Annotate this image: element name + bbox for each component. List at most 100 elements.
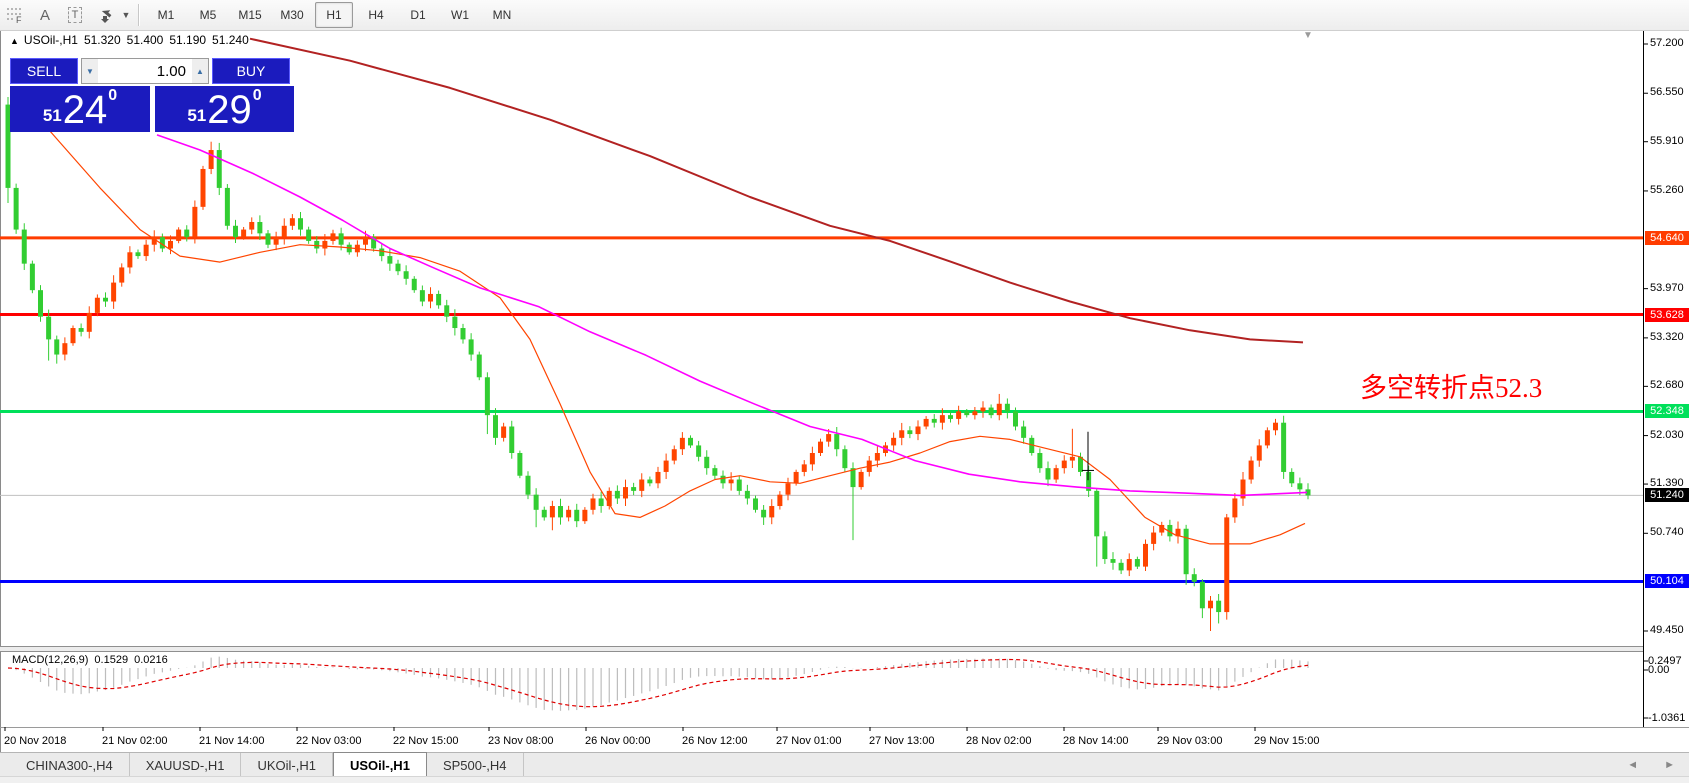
ohlc-high: 51.400 [126,33,164,47]
time-axis-label: 28 Nov 02:00 [966,735,1032,747]
time-axis-label: 28 Nov 14:00 [1063,735,1129,747]
toolbar-separator [138,4,139,26]
buy-price-big-digits: 29 [207,88,252,132]
status-bar [0,776,1689,783]
chart-tab-bar: CHINA300-,H4 XAUUSD-,H1 UKOil-,H1 USOil-,H1… [0,752,1689,777]
price-axis-tick: 53.320 [1650,330,1684,343]
cursor-modes-icon [101,10,112,23]
sell-price-button[interactable]: 51 24 0 [10,86,150,132]
macd-signal-value: 0.0216 [134,654,168,666]
time-axis-label: 27 Nov 01:00 [776,735,842,747]
time-axis-label: 29 Nov 15:00 [1254,735,1320,747]
tab-scroll-controls: ◄ ► [1627,753,1689,777]
chart-tab-xauusd-h1[interactable]: XAUUSD-,H1 [130,753,242,777]
price-axis-tick: 55.260 [1650,183,1684,196]
macd-axis-tick: 0.00 [1648,664,1670,676]
price-axis-tag: 53.628 [1645,307,1689,322]
chart-tab-usoil-h1[interactable]: USOil-,H1 [332,752,427,777]
time-axis-label: 22 Nov 03:00 [296,735,362,747]
macd-name: MACD(12,26,9) [12,654,89,666]
chart-shift-marker-icon[interactable]: ▼ [1303,30,1313,41]
time-axis-label: 26 Nov 00:00 [585,735,651,747]
macd-indicator-label: MACD(12,26,9) 0.1529 0.0216 [12,654,174,666]
text-tool-icon: T [67,7,83,23]
time-axis-label: 21 Nov 14:00 [199,735,265,747]
timeframe-button-h1[interactable]: H1 [315,2,353,28]
chart-tab-sp500-h4[interactable]: SP500-,H4 [427,753,524,777]
price-axis-tag: 50.104 [1645,574,1689,589]
macd-signal-line [7,658,1309,708]
arrow-label-button[interactable]: A [31,2,59,28]
time-axis-label: 29 Nov 03:00 [1157,735,1223,747]
macd-axis-tick: 0.2497 [1648,655,1682,667]
volume-increase-button[interactable]: ▲ [192,59,208,83]
sell-button[interactable]: SELL [10,58,78,84]
price-axis-tick: 52.030 [1650,428,1684,441]
timeframe-button-m5[interactable]: M5 [199,8,217,22]
svg-text:F: F [16,15,22,24]
cursor-cross-object [1082,431,1094,481]
price-axis-tag: 51.240 [1645,488,1689,503]
price-axis-tick: 49.450 [1650,624,1684,636]
timeframe-button-m15[interactable]: M15 [238,8,262,22]
time-axis-label: 27 Nov 13:00 [869,735,935,747]
timeframe-button-w1[interactable]: W1 [451,8,469,22]
time-axis-label: 21 Nov 02:00 [102,735,168,747]
ohlc-close: 51.240 [212,33,249,47]
buy-price-handle: 51 [187,106,207,125]
price-axis-tick: 53.970 [1650,281,1684,294]
sell-price-pip: 0 [108,87,118,104]
one-click-trade-panel: SELL ▼ ▲ BUY 51 24 0 51 29 0 [10,58,294,132]
candles-layer [5,97,1311,631]
ma-slow [249,37,1304,344]
time-axis-label: 23 Nov 08:00 [488,735,554,747]
ma-mid [156,134,1308,497]
price-axis-tick: 52.680 [1650,379,1684,392]
tab-scroll-left-icon[interactable]: ◄ [1627,759,1639,771]
chart-title: ▲ USOil-,H1 51.320 51.400 51.190 51.240 [10,33,255,47]
ohlc-open: 51.320 [83,33,121,47]
volume-decrease-button[interactable]: ▼ [82,59,98,83]
timeframe-button-h4[interactable]: H4 [368,8,384,22]
text-tool-button[interactable]: T [61,2,89,28]
buy-button[interactable]: BUY [212,58,290,84]
timeframe-buttons: M1 M5 M15 M30 H1 H4 D1 W1 MN [145,2,523,28]
sell-price-big-digits: 24 [62,88,108,132]
time-axis-label: 26 Nov 12:00 [682,735,748,747]
buy-price-button[interactable]: 51 29 0 [155,86,294,132]
letter-a-icon: A [39,6,50,24]
time-axis-label: 20 Nov 2018 [4,735,67,747]
fibonacci-tool-icon: F [7,8,23,24]
volume-spinner: ▼ ▲ [81,58,209,84]
price-axis-tick: 56.550 [1650,86,1684,99]
price-axis-tag: 52.348 [1645,404,1689,419]
price-axis-tick: 55.910 [1650,134,1684,147]
cursor-modes-button[interactable] [91,2,119,28]
tabs-holder: CHINA300-,H4 XAUUSD-,H1 UKOil-,H1 USOil-,H1… [10,752,524,777]
toolbar: F A T ▼ M1 M5 M15 M30 H1 H4 D1 W1 MN [0,0,1689,31]
timeframe-button-mn[interactable]: MN [492,8,512,22]
tab-scroll-right-icon[interactable]: ► [1664,759,1675,771]
cursor-modes-dropdown[interactable]: ▼ [121,10,131,20]
timeframe-button-d1[interactable]: D1 [410,8,426,22]
fibonacci-tool-button[interactable]: F [1,2,29,28]
symbol-label: USOil-,H1 [23,33,78,47]
time-axis-label: 22 Nov 15:00 [393,735,459,747]
volume-input[interactable] [98,59,192,83]
timeframe-button-m1[interactable]: M1 [157,8,175,22]
chart-text-annotation: 多空转折点52.3 [1360,373,1543,403]
timeframe-button-m30[interactable]: M30 [280,8,304,22]
chart-tab-ukoil-h1[interactable]: UKOil-,H1 [241,753,333,777]
panel-collapse-icon[interactable]: ▲ [10,36,19,46]
price-axis-tick: 51.390 [1650,477,1684,490]
buy-price-pip: 0 [252,87,262,104]
macd-axis-tick: -1.0361 [1648,712,1686,724]
chart-tab-china300-h4[interactable]: CHINA300-,H4 [10,753,130,777]
ma-fast [39,119,1306,545]
ohlc-low: 51.190 [169,33,207,47]
price-axis-tag: 54.640 [1645,230,1689,245]
price-axis-tick: 57.200 [1650,37,1684,49]
macd-main-value: 0.1529 [94,654,129,666]
